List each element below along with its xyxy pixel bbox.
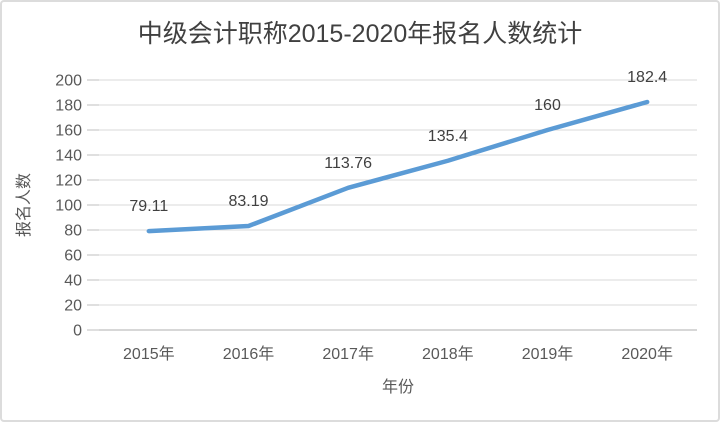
y-tick-label: 20 xyxy=(64,298,82,315)
x-tick-label: 2015年 xyxy=(123,345,175,363)
data-label: 83.19 xyxy=(228,193,268,210)
y-tick-label: 180 xyxy=(55,98,82,115)
data-label: 135.4 xyxy=(428,128,468,145)
y-axis-ticks xyxy=(87,79,99,331)
x-axis-tick-labels: 2015年 2016年 2017年 2018年 2019年 2020年 xyxy=(123,345,673,363)
y-tick-label: 0 xyxy=(73,323,82,340)
data-label: 160 xyxy=(534,97,561,114)
y-tick-label: 60 xyxy=(64,248,82,265)
chart-title: 中级会计职称2015-2020年报名人数统计 xyxy=(137,20,583,48)
data-label: 113.76 xyxy=(324,155,372,172)
data-label: 79.11 xyxy=(129,198,168,215)
x-tick-label: 2020年 xyxy=(621,345,673,363)
y-tick-label: 120 xyxy=(55,173,82,190)
y-tick-label: 140 xyxy=(55,148,82,165)
y-tick-label: 80 xyxy=(64,223,82,240)
y-tick-label: 160 xyxy=(55,123,82,140)
gridlines xyxy=(99,79,697,306)
x-tick-label: 2017年 xyxy=(322,345,374,363)
x-axis-title: 年份 xyxy=(381,379,414,396)
y-axis-tick-labels: 0 20 40 60 80 100 120 140 160 180 200 xyxy=(55,73,82,340)
y-tick-label: 100 xyxy=(55,198,82,215)
y-tick-label: 40 xyxy=(64,273,82,290)
data-labels: 79.11 83.19 113.76 135.4 160 182.4 xyxy=(129,69,667,215)
x-tick-label: 2018年 xyxy=(422,345,474,363)
x-tick-label: 2019年 xyxy=(522,345,574,363)
data-label: 182.4 xyxy=(627,69,667,86)
y-tick-label: 200 xyxy=(55,73,82,90)
series-line xyxy=(146,99,650,234)
x-tick-label: 2016年 xyxy=(223,345,275,363)
